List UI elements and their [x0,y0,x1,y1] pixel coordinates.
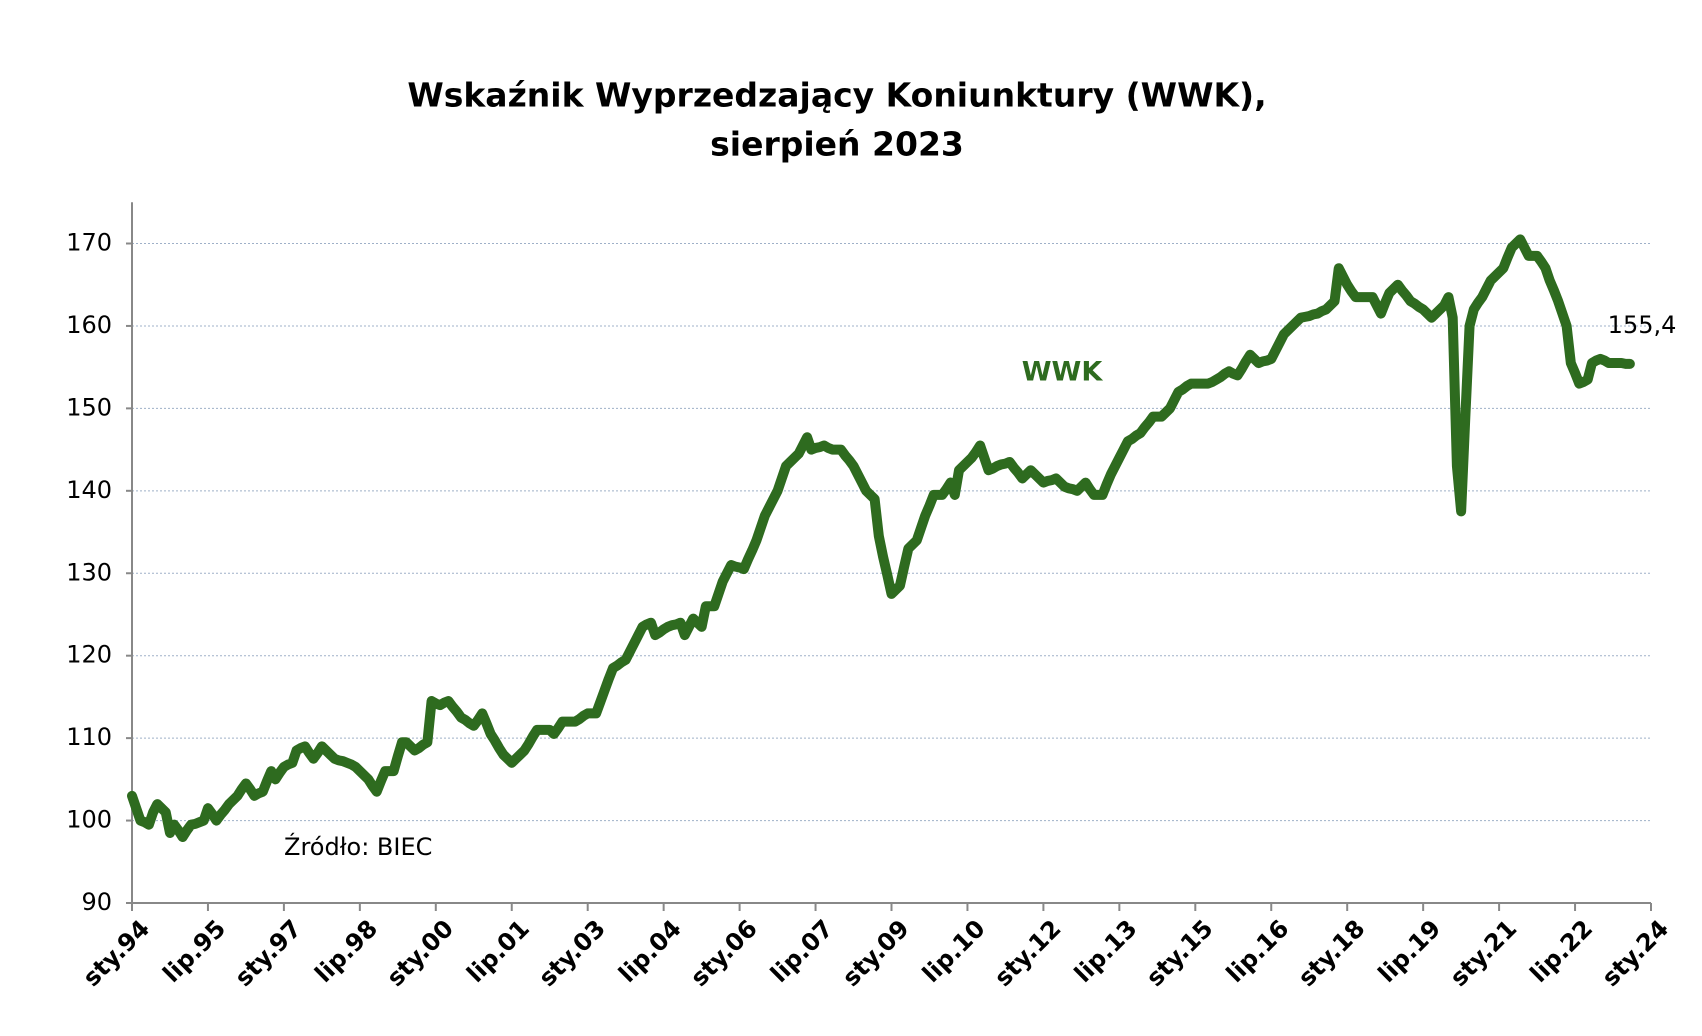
value-label: 155,4 [1608,311,1677,339]
y-tick-label: 130 [66,558,112,586]
x-tick-label: sty.97 [230,914,308,992]
x-tick-label: lip.98 [309,914,383,988]
x-tick-label: sty.18 [1293,914,1371,992]
x-tick-label: sty.12 [989,914,1067,992]
x-tick-label: lip.01 [461,914,535,988]
x-tick-label: lip.16 [1221,914,1295,988]
x-tick-label: sty.06 [685,914,763,992]
series-label: WWK [1022,357,1104,388]
chart-subtitle: sierpień 2023 [710,125,964,164]
y-tick-label: 170 [66,229,112,257]
x-tick-label: lip.22 [1525,914,1599,988]
y-tick-label: 100 [66,806,112,834]
x-tick-label: sty.09 [837,914,915,992]
x-tick-label: lip.13 [1069,914,1143,988]
x-tick-label: sty.94 [78,914,156,992]
x-tick-label: lip.07 [765,914,839,988]
x-tick-label: sty.15 [1141,914,1219,992]
chart-title: Wskaźnik Wyprzedzający Koniunktury (WWK)… [407,76,1266,115]
x-tick-label: lip.04 [613,914,687,988]
x-tick-label: sty.21 [1445,914,1523,992]
data-line [127,234,1635,843]
y-tick-label: 140 [66,476,112,504]
x-tick-label: lip.19 [1373,914,1447,988]
x-tick-label: lip.10 [917,914,991,988]
y-tick-label: 160 [66,311,112,339]
x-tick-label: sty.24 [1597,914,1675,992]
x-tick-label: sty.03 [533,914,611,992]
y-tick-label: 150 [66,393,112,421]
y-tick-label: 110 [66,723,112,751]
y-tick-label: 90 [81,888,112,916]
x-tick-label: sty.00 [381,914,459,992]
source-note: Źródło: BIEC [284,832,432,861]
x-tick-label: lip.95 [157,914,231,988]
y-tick-label: 120 [66,641,112,669]
